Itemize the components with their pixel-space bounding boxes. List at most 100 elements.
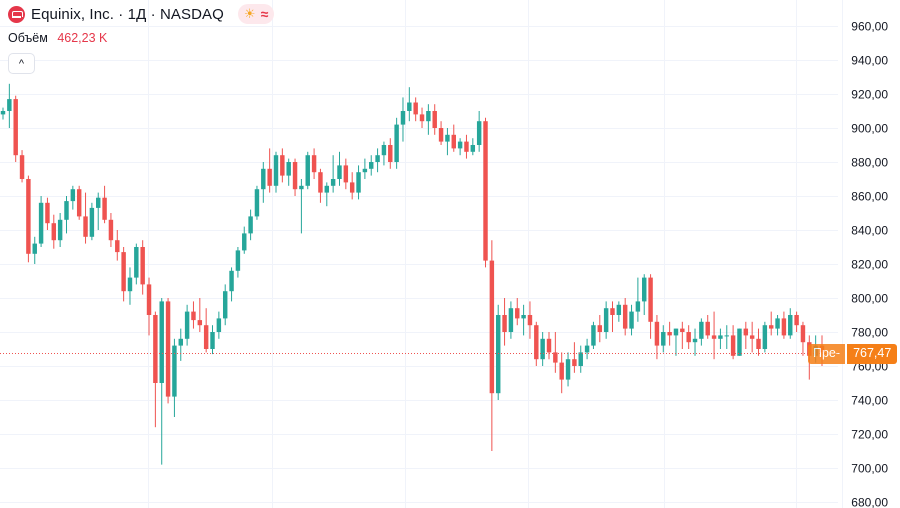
candle-body (546, 338, 552, 353)
candle-body (108, 219, 114, 241)
candle-body (299, 185, 304, 190)
candle-body (318, 172, 323, 193)
candle-body (369, 162, 374, 169)
candle-body (115, 240, 120, 253)
candle-body (686, 332, 691, 343)
candle-body (648, 277, 653, 322)
premarket-label: Пре- (808, 344, 846, 364)
candle-body (280, 155, 285, 176)
y-tick-label: 820,00 (851, 258, 888, 272)
candle-body (127, 277, 133, 292)
candle-body (749, 335, 755, 339)
candle-body (457, 141, 463, 149)
collapse-legend-button[interactable]: ^ (8, 53, 35, 74)
candle-body (356, 172, 361, 193)
candle-body (584, 345, 590, 353)
candle-body (673, 328, 679, 336)
candle-body (70, 189, 76, 202)
candle-body (768, 325, 774, 329)
y-tick-label: 880,00 (851, 156, 888, 170)
candle-body (508, 308, 514, 332)
candle-body (705, 321, 710, 336)
candle-body (781, 318, 787, 336)
candle-body (413, 102, 418, 115)
candle-body (762, 325, 768, 349)
candle-body (13, 99, 18, 156)
candle-body (724, 335, 729, 337)
candle-body (197, 320, 203, 326)
candle-body (610, 308, 615, 315)
candle-body (407, 102, 412, 111)
candle-body (337, 165, 342, 179)
candle-body (26, 179, 31, 254)
current-price-tag: Пре- 767,47 (808, 344, 898, 364)
market-session-sun-icon[interactable]: ☀ (243, 6, 256, 21)
candle-body (502, 315, 507, 332)
candle-body (216, 318, 222, 332)
candle-body (730, 335, 736, 356)
candle-body (102, 197, 107, 220)
candle-body (578, 352, 583, 366)
candle-body (692, 338, 698, 343)
candle-body (451, 134, 456, 149)
candle-body (737, 328, 742, 356)
candle-body (267, 168, 272, 186)
candle-body (229, 270, 234, 292)
candle-body (140, 247, 145, 285)
candle-body (0, 111, 6, 115)
candle-body (83, 216, 88, 237)
candle-body (394, 124, 399, 162)
candle-body (756, 338, 761, 349)
candle-body (419, 114, 425, 122)
candle-body (324, 185, 330, 193)
candle-body (597, 325, 603, 332)
candle-body (248, 216, 253, 234)
candle-body (165, 301, 171, 397)
candle-body (629, 311, 634, 329)
candle-body (432, 111, 437, 128)
volatility-wave-icon[interactable]: ≈ (260, 6, 269, 22)
candle-body (330, 179, 336, 186)
candle-body (661, 332, 666, 346)
candle-body (495, 315, 501, 394)
candle-body (7, 99, 12, 111)
candle-body (121, 252, 126, 292)
candle-body (343, 165, 349, 183)
candle-body (191, 311, 196, 321)
candle-body (146, 284, 152, 315)
candle-body (489, 260, 495, 394)
candle-body (775, 318, 780, 329)
candle-body (76, 189, 82, 217)
candle-body (718, 335, 723, 339)
y-tick-label: 940,00 (851, 54, 888, 68)
y-tick-label: 720,00 (851, 428, 888, 442)
candle-body (616, 304, 622, 315)
candle-body (483, 121, 488, 261)
candle-body (527, 315, 533, 326)
candle-body (210, 332, 215, 349)
candle-body (381, 145, 387, 156)
candle-body (622, 304, 628, 329)
candle-body (572, 359, 577, 366)
candle-body (305, 155, 310, 186)
candle-body (203, 325, 209, 349)
status-badges[interactable]: ☀ ≈ (237, 4, 275, 24)
candle-body (172, 345, 177, 397)
volume-legend: Объём 462,23 K (8, 31, 107, 45)
symbol-title[interactable]: Equinix, Inc. · 1Д · NASDAQ (31, 5, 224, 23)
candle-body (464, 141, 469, 152)
candle-body (242, 233, 247, 251)
candle-body (603, 308, 609, 332)
candle-body (438, 128, 444, 142)
candle-body (794, 315, 799, 326)
y-tick-label: 900,00 (851, 122, 888, 136)
candle-body (184, 311, 190, 339)
candle-body (57, 219, 63, 241)
candle-body (38, 202, 44, 244)
candle-body (96, 197, 101, 208)
volume-label: Объём (8, 31, 48, 45)
volume-value: 462,23 K (57, 31, 108, 45)
y-tick-label: 680,00 (851, 496, 888, 508)
candle-body (591, 325, 596, 346)
